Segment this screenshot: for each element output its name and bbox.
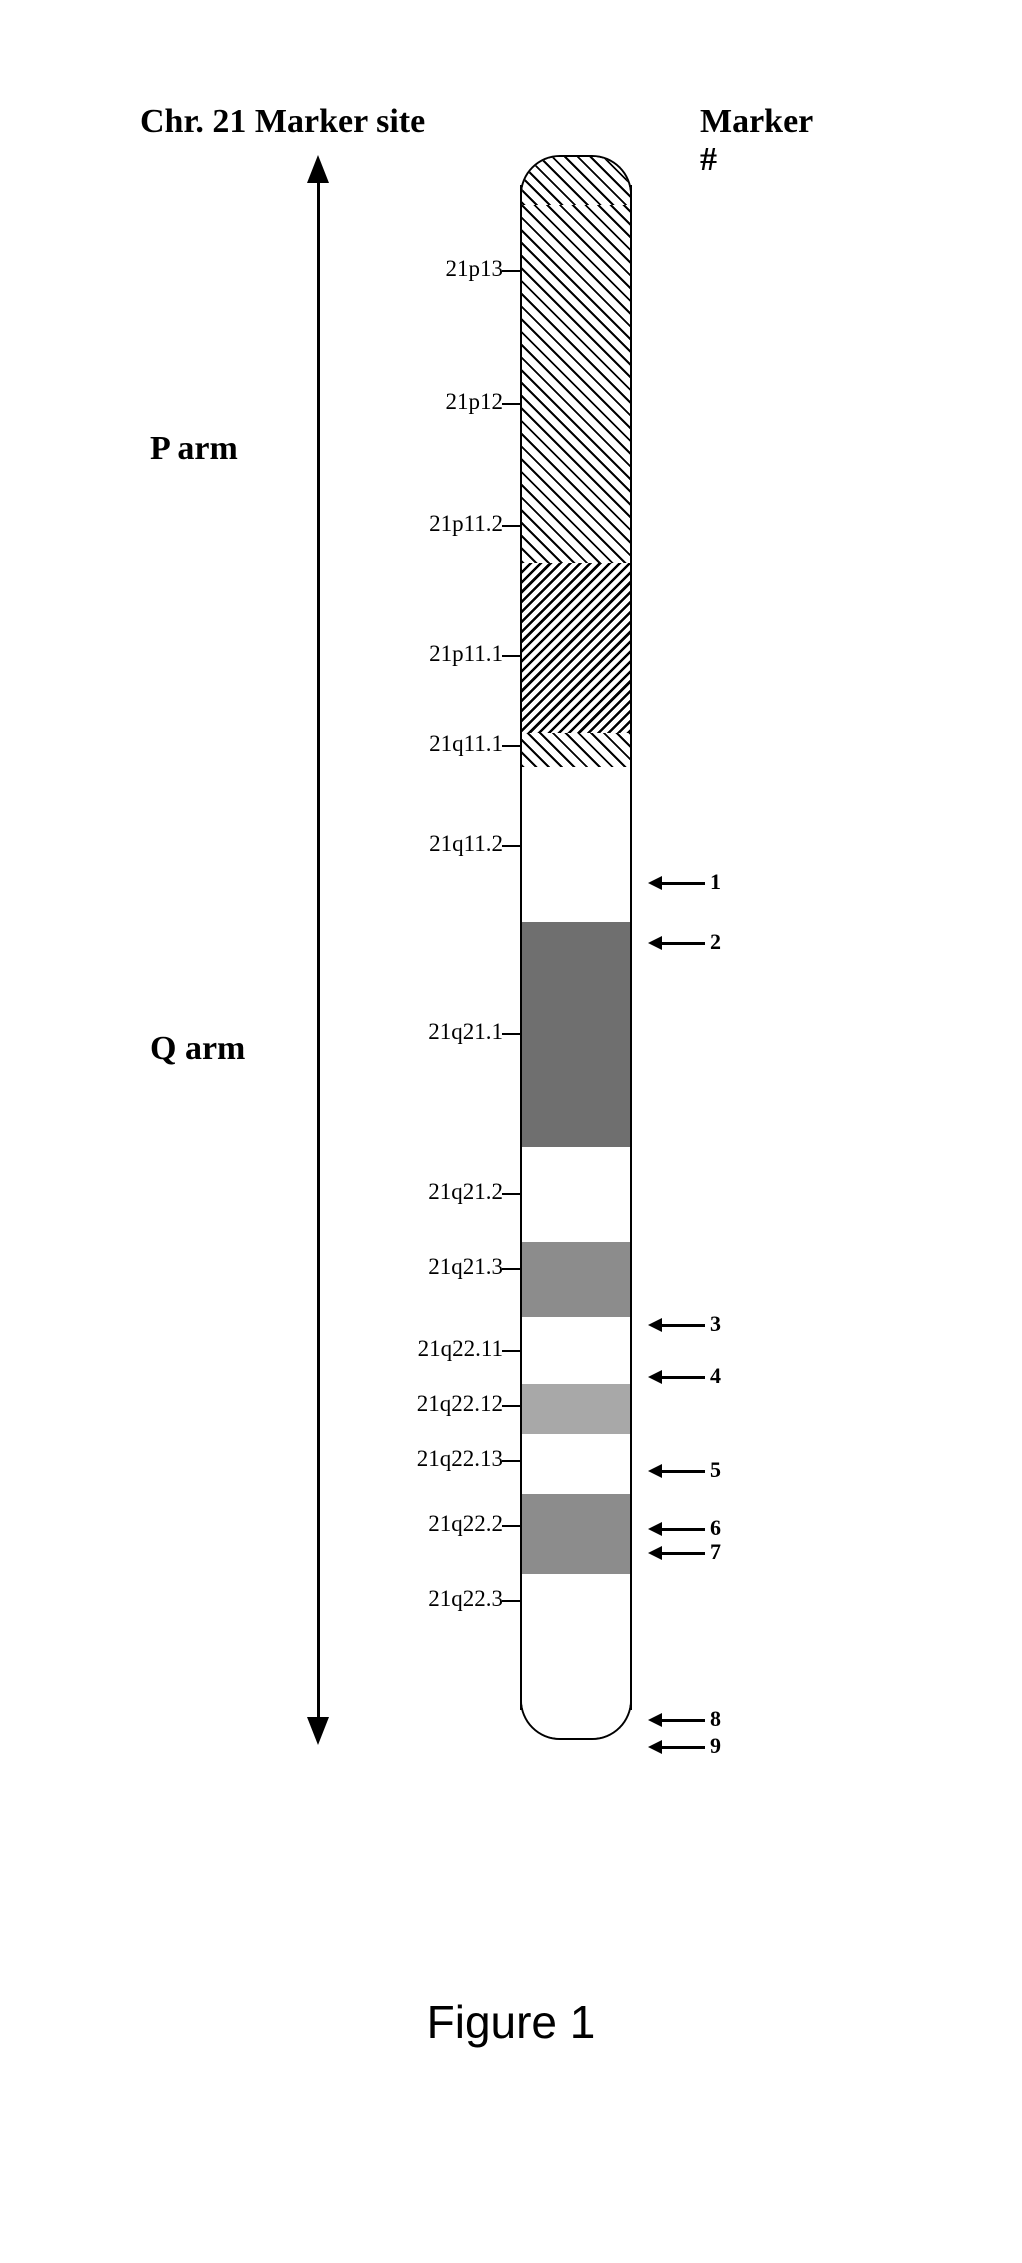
cytoband-tick bbox=[502, 1350, 520, 1352]
chromosome-band bbox=[522, 1384, 630, 1434]
chromosome-band bbox=[522, 185, 630, 563]
marker-number: 2 bbox=[710, 929, 721, 955]
cytoband-label: 21q22.13 bbox=[120, 1446, 503, 1472]
cytoband-label: 21q22.12 bbox=[120, 1391, 503, 1417]
cytoband-tick bbox=[502, 1525, 520, 1527]
cytoband-label: 21q21.1 bbox=[120, 1019, 503, 1045]
cytoband-tick bbox=[502, 845, 520, 847]
cytoband-tick bbox=[502, 1405, 520, 1407]
title-left: Chr. 21 Marker site bbox=[140, 103, 425, 141]
cytoband-label: 21q21.3 bbox=[120, 1254, 503, 1280]
cytoband-label: 21p12 bbox=[120, 389, 503, 415]
chromosome-diagram: Chr. 21 Marker site Marker # P arm Q arm… bbox=[0, 100, 1022, 1870]
marker-number: 3 bbox=[710, 1311, 721, 1337]
cytoband-label: 21q21.2 bbox=[120, 1179, 503, 1205]
marker-number: 5 bbox=[710, 1457, 721, 1483]
cytoband-tick bbox=[502, 1268, 520, 1270]
chromosome-band bbox=[522, 1147, 630, 1242]
cytoband-label: 21q22.2 bbox=[120, 1511, 503, 1537]
chromosome-band bbox=[522, 1434, 630, 1494]
figure-caption: Figure 1 bbox=[0, 1995, 1022, 2049]
marker-number: 6 bbox=[710, 1515, 721, 1541]
cytoband-tick bbox=[502, 1193, 520, 1195]
marker-number: 7 bbox=[710, 1539, 721, 1565]
chromosome-band bbox=[522, 1494, 630, 1574]
arrow-down-icon bbox=[307, 1717, 329, 1745]
chromosome-band bbox=[522, 1317, 630, 1384]
marker-number: 9 bbox=[710, 1733, 721, 1759]
cytoband-tick bbox=[502, 1600, 520, 1602]
cytoband-tick bbox=[502, 1033, 520, 1035]
chromosome-band bbox=[522, 733, 630, 767]
chromosome-band bbox=[522, 1242, 630, 1317]
cytoband-label: 21q22.11 bbox=[120, 1336, 503, 1362]
marker-arrow-shaft bbox=[660, 882, 705, 885]
cytoband-label: 21p11.1 bbox=[120, 641, 503, 667]
cytoband-tick bbox=[502, 655, 520, 657]
marker-arrow-shaft bbox=[660, 1324, 705, 1327]
chromosome-band bbox=[522, 563, 630, 733]
cytoband-label: 21q11.2 bbox=[120, 831, 503, 857]
marker-number: 1 bbox=[710, 869, 721, 895]
cytoband-tick bbox=[502, 270, 520, 272]
cytoband-tick bbox=[502, 745, 520, 747]
marker-arrow-shaft bbox=[660, 942, 705, 945]
cytoband-tick bbox=[502, 403, 520, 405]
marker-arrow-shaft bbox=[660, 1552, 705, 1555]
chromosome-bottom-cap bbox=[520, 1690, 632, 1740]
p-arm-label: P arm bbox=[150, 430, 238, 468]
cytoband-label: 21q11.1 bbox=[120, 731, 503, 757]
chromosome-band bbox=[522, 922, 630, 1147]
cytoband-tick bbox=[502, 525, 520, 527]
marker-number: 4 bbox=[710, 1363, 721, 1389]
marker-number: 8 bbox=[710, 1706, 721, 1732]
cytoband-label: 21p13 bbox=[120, 256, 503, 282]
cytoband-label: 21p11.2 bbox=[120, 511, 503, 537]
chromosome-ideogram bbox=[520, 185, 632, 1710]
cytoband-tick bbox=[502, 1460, 520, 1462]
marker-arrow-shaft bbox=[660, 1376, 705, 1379]
cytoband-label: 21q22.3 bbox=[120, 1586, 503, 1612]
marker-arrow-shaft bbox=[660, 1746, 705, 1749]
marker-arrow-shaft bbox=[660, 1719, 705, 1722]
marker-arrow-shaft bbox=[660, 1470, 705, 1473]
title-right: Marker # bbox=[700, 103, 813, 179]
chromosome-band bbox=[522, 767, 630, 922]
chromosome-top-cap bbox=[520, 155, 632, 205]
marker-arrow-shaft bbox=[660, 1528, 705, 1531]
